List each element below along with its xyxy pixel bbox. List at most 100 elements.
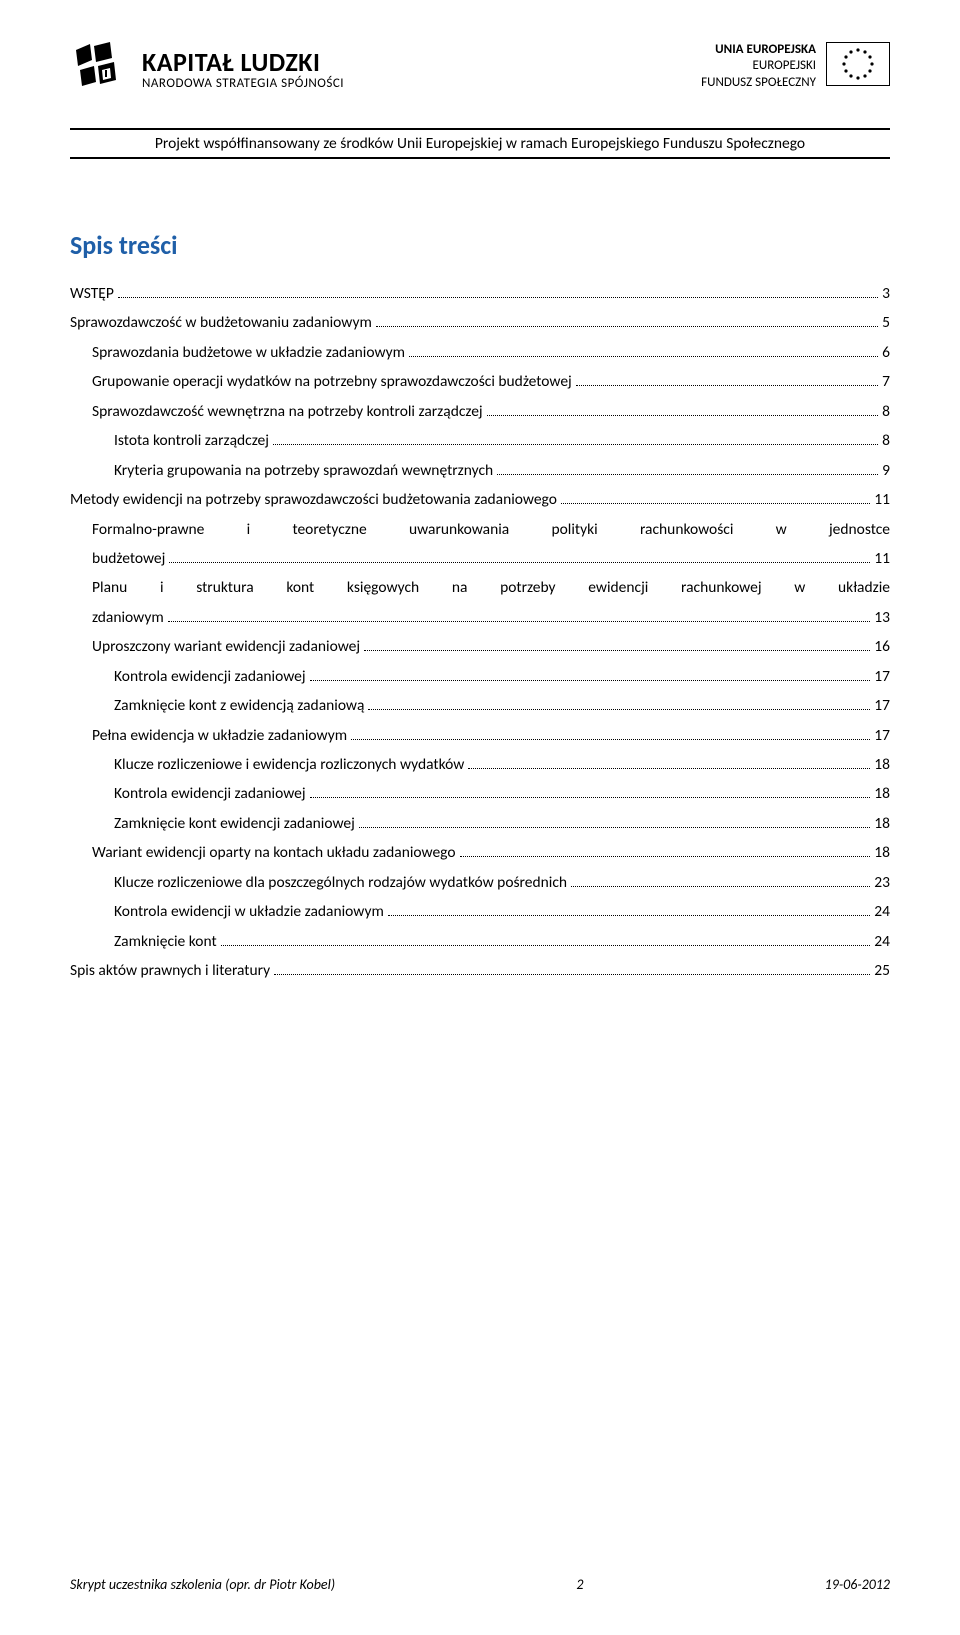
toc-leader-dots xyxy=(497,474,878,475)
toc-entry-label: Pełna ewidencja w układzie zadaniowym xyxy=(92,721,347,750)
toc-leader-dots xyxy=(359,827,870,828)
toc-entry: Grupowanie operacji wydatków na potrzebn… xyxy=(70,367,890,396)
toc-entry-label: Metody ewidencji na potrzeby sprawozdawc… xyxy=(70,485,557,514)
toc-entry: Formalno-prawne i teoretyczne uwarunkowa… xyxy=(70,515,890,574)
toc-leader-dots xyxy=(368,709,870,710)
toc-leader-dots xyxy=(274,974,870,975)
toc-leader-dots xyxy=(221,945,871,946)
toc-entry-label: Planu i struktura kont księgowych na pot… xyxy=(92,573,890,602)
toc-entry-page: 17 xyxy=(874,721,890,750)
toc-entry-label: Uproszczony wariant ewidencji zadaniowej xyxy=(92,632,360,661)
toc-entry: Kontrola ewidencji w układzie zadaniowym… xyxy=(70,897,890,926)
toc-leader-dots xyxy=(571,886,870,887)
toc-entry-label: Spis aktów prawnych i literatury xyxy=(70,956,270,985)
toc-entry: Zamknięcie kont 24 xyxy=(70,927,890,956)
ue-line2: EUROPEJSKI xyxy=(701,58,816,74)
kl-title: KAPITAŁ LUDZKI xyxy=(142,46,344,78)
toc-entry: Metody ewidencji na potrzeby sprawozdawc… xyxy=(70,485,890,514)
toc-entry: Kontrola ewidencji zadaniowej 17 xyxy=(70,662,890,691)
toc-leader-dots xyxy=(118,297,878,298)
toc-leader-dots xyxy=(409,356,878,357)
toc-leader-dots xyxy=(168,621,871,622)
toc-entry-page: 16 xyxy=(874,632,890,661)
toc-leader-dots xyxy=(169,562,870,563)
toc-entry-page: 24 xyxy=(874,927,890,956)
toc-entry: Klucze rozliczeniowe dla poszczególnych … xyxy=(70,868,890,897)
toc-entry-page: 11 xyxy=(874,544,890,573)
toc-entry-label: Zamknięcie kont xyxy=(114,927,217,956)
footer-page-number: 2 xyxy=(576,1576,583,1593)
toc-entry-label: WSTĘP xyxy=(70,279,114,308)
toc-entry-label: Zamknięcie kont ewidencji zadaniowej xyxy=(114,809,355,838)
toc-entry-label: Sprawozdania budżetowe w układzie zadani… xyxy=(92,338,405,367)
toc-entry: Sprawozdawczość w budżetowaniu zadaniowy… xyxy=(70,308,890,337)
kapital-ludzki-icon xyxy=(70,40,130,110)
toc-entry-label: Kontrola ewidencji w układzie zadaniowym xyxy=(114,897,384,926)
toc-leader-dots xyxy=(273,444,878,445)
toc-entry-label-tail: budżetowej xyxy=(92,544,165,573)
toc-entry: Planu i struktura kont księgowych na pot… xyxy=(70,573,890,632)
kl-subtitle: NARODOWA STRATEGIA SPÓJNOŚCI xyxy=(142,76,344,91)
toc-entry-page: 24 xyxy=(874,897,890,926)
toc-entry: Wariant ewidencji oparty na kontach ukła… xyxy=(70,838,890,867)
toc-entry-page: 17 xyxy=(874,662,890,691)
toc-entry-label: Klucze rozliczeniowe i ewidencja rozlicz… xyxy=(114,750,464,779)
ue-line3: FUNDUSZ SPOŁECZNY xyxy=(701,75,816,91)
toc-leader-dots xyxy=(310,680,871,681)
toc-leader-dots xyxy=(351,739,870,740)
toc-leader-dots xyxy=(561,503,870,504)
toc-leader-dots xyxy=(487,415,879,416)
toc-entry-page: 5 xyxy=(882,308,890,337)
footer-left: Skrypt uczestnika szkolenia (opr. dr Pio… xyxy=(70,1576,335,1593)
toc-entry: Kryteria grupowania na potrzeby sprawozd… xyxy=(70,456,890,485)
toc-entry: WSTĘP 3 xyxy=(70,279,890,308)
toc-entry-label: Wariant ewidencji oparty na kontach ukła… xyxy=(92,838,456,867)
toc-entry-label: Formalno-prawne i teoretyczne uwarunkowa… xyxy=(92,515,890,544)
toc-entry: Uproszczony wariant ewidencji zadaniowej… xyxy=(70,632,890,661)
toc-list: WSTĘP 3Sprawozdawczość w budżetowaniu za… xyxy=(70,279,890,986)
toc-leader-dots xyxy=(576,385,878,386)
toc-entry-page: 8 xyxy=(882,426,890,455)
toc-entry-page: 18 xyxy=(874,809,890,838)
toc-entry-page: 13 xyxy=(874,603,890,632)
toc-entry-label: Istota kontroli zarządczej xyxy=(114,426,269,455)
toc-leader-dots xyxy=(376,326,878,327)
toc-entry-page: 8 xyxy=(882,397,890,426)
logo-left-block: KAPITAŁ LUDZKI NARODOWA STRATEGIA SPÓJNO… xyxy=(70,40,344,110)
toc-entry-label: Sprawozdawczość w budżetowaniu zadaniowy… xyxy=(70,308,372,337)
toc-heading: Spis treści xyxy=(70,229,890,261)
footer-date: 19-06-2012 xyxy=(825,1576,890,1593)
toc-entry-label: Grupowanie operacji wydatków na potrzebn… xyxy=(92,367,572,396)
project-cofinance-line: Projekt współfinansowany ze środków Unii… xyxy=(70,128,890,159)
toc-entry-page: 7 xyxy=(882,367,890,396)
toc-entry-page: 3 xyxy=(882,279,890,308)
toc-entry-label: Kontrola ewidencji zadaniowej xyxy=(114,662,306,691)
toc-entry-label: Kontrola ewidencji zadaniowej xyxy=(114,779,306,808)
ue-line1: UNIA EUROPEJSKA xyxy=(701,42,816,58)
toc-entry: Istota kontroli zarządczej 8 xyxy=(70,426,890,455)
toc-entry: Zamknięcie kont z ewidencją zadaniową 17 xyxy=(70,691,890,720)
logo-left-text: KAPITAŁ LUDZKI NARODOWA STRATEGIA SPÓJNO… xyxy=(142,46,344,91)
toc-entry: Sprawozdania budżetowe w układzie zadani… xyxy=(70,338,890,367)
toc-entry: Sprawozdawczość wewnętrzna na potrzeby k… xyxy=(70,397,890,426)
toc-entry-page: 23 xyxy=(874,868,890,897)
toc-leader-dots xyxy=(388,915,870,916)
toc-leader-row: zdaniowym 13 xyxy=(92,603,890,632)
logo-right-block: UNIA EUROPEJSKA EUROPEJSKI FUNDUSZ SPOŁE… xyxy=(701,40,890,91)
toc-leader-row: budżetowej 11 xyxy=(92,544,890,573)
toc-entry-page: 18 xyxy=(874,750,890,779)
toc-entry-label: Zamknięcie kont z ewidencją zadaniową xyxy=(114,691,364,720)
toc-entry-page: 17 xyxy=(874,691,890,720)
toc-leader-dots xyxy=(364,650,870,651)
eu-flag-icon xyxy=(826,42,890,86)
toc-leader-dots xyxy=(468,768,870,769)
toc-entry: Zamknięcie kont ewidencji zadaniowej 18 xyxy=(70,809,890,838)
toc-entry: Kontrola ewidencji zadaniowej 18 xyxy=(70,779,890,808)
toc-entry-label: Sprawozdawczość wewnętrzna na potrzeby k… xyxy=(92,397,483,426)
toc-leader-dots xyxy=(310,797,871,798)
toc-entry-page: 9 xyxy=(882,456,890,485)
toc-entry-page: 18 xyxy=(874,838,890,867)
header-row: KAPITAŁ LUDZKI NARODOWA STRATEGIA SPÓJNO… xyxy=(70,40,890,110)
page-footer: Skrypt uczestnika szkolenia (opr. dr Pio… xyxy=(70,1576,890,1593)
toc-entry-label-tail: zdaniowym xyxy=(92,603,164,632)
